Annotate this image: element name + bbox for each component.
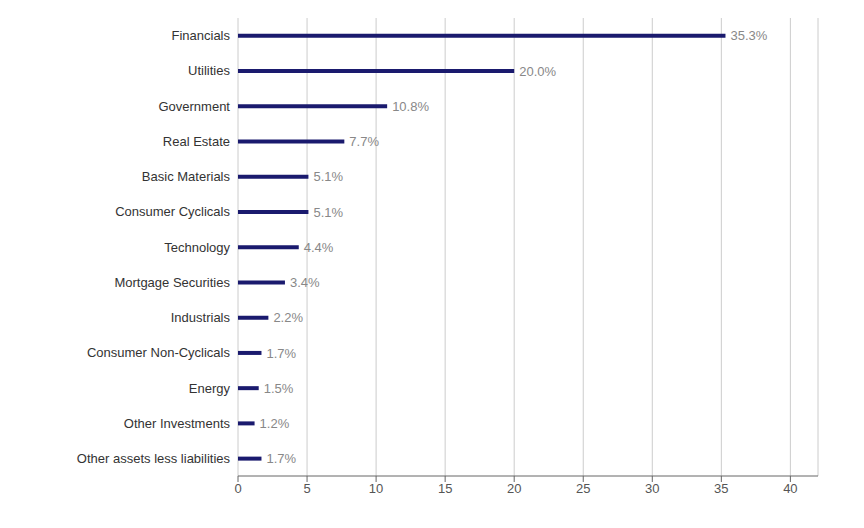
- svg-text:25: 25: [576, 481, 590, 496]
- svg-text:2.2%: 2.2%: [273, 310, 303, 325]
- svg-text:15: 15: [438, 481, 452, 496]
- svg-text:7.7%: 7.7%: [349, 134, 379, 149]
- svg-text:Utilities: Utilities: [188, 63, 230, 78]
- svg-text:5.1%: 5.1%: [313, 169, 343, 184]
- svg-text:4.4%: 4.4%: [304, 240, 334, 255]
- svg-text:1.7%: 1.7%: [266, 346, 296, 361]
- svg-text:Energy: Energy: [189, 381, 231, 396]
- svg-text:35: 35: [714, 481, 728, 496]
- svg-text:1.7%: 1.7%: [266, 451, 296, 466]
- svg-text:20: 20: [507, 481, 521, 496]
- svg-text:Consumer Cyclicals: Consumer Cyclicals: [115, 204, 230, 219]
- svg-text:20.0%: 20.0%: [519, 64, 556, 79]
- svg-text:0: 0: [234, 481, 241, 496]
- svg-text:10: 10: [369, 481, 383, 496]
- svg-text:10.8%: 10.8%: [392, 99, 429, 114]
- svg-text:3.4%: 3.4%: [290, 275, 320, 290]
- svg-text:35.3%: 35.3%: [730, 28, 767, 43]
- svg-text:Industrials: Industrials: [171, 310, 231, 325]
- svg-text:1.5%: 1.5%: [264, 381, 294, 396]
- svg-text:40: 40: [783, 481, 797, 496]
- svg-text:Basic Materials: Basic Materials: [142, 169, 231, 184]
- svg-text:Financials: Financials: [171, 28, 230, 43]
- svg-text:5.1%: 5.1%: [313, 205, 343, 220]
- svg-text:Government: Government: [158, 99, 230, 114]
- svg-text:5: 5: [303, 481, 310, 496]
- svg-text:Technology: Technology: [164, 240, 230, 255]
- svg-text:Mortgage Securities: Mortgage Securities: [114, 275, 230, 290]
- svg-text:Other assets less liabilities: Other assets less liabilities: [77, 451, 231, 466]
- svg-text:Other Investments: Other Investments: [124, 416, 231, 431]
- svg-text:Consumer Non-Cyclicals: Consumer Non-Cyclicals: [87, 345, 231, 360]
- svg-text:Real Estate: Real Estate: [163, 134, 230, 149]
- svg-text:1.2%: 1.2%: [260, 416, 290, 431]
- svg-text:30: 30: [645, 481, 659, 496]
